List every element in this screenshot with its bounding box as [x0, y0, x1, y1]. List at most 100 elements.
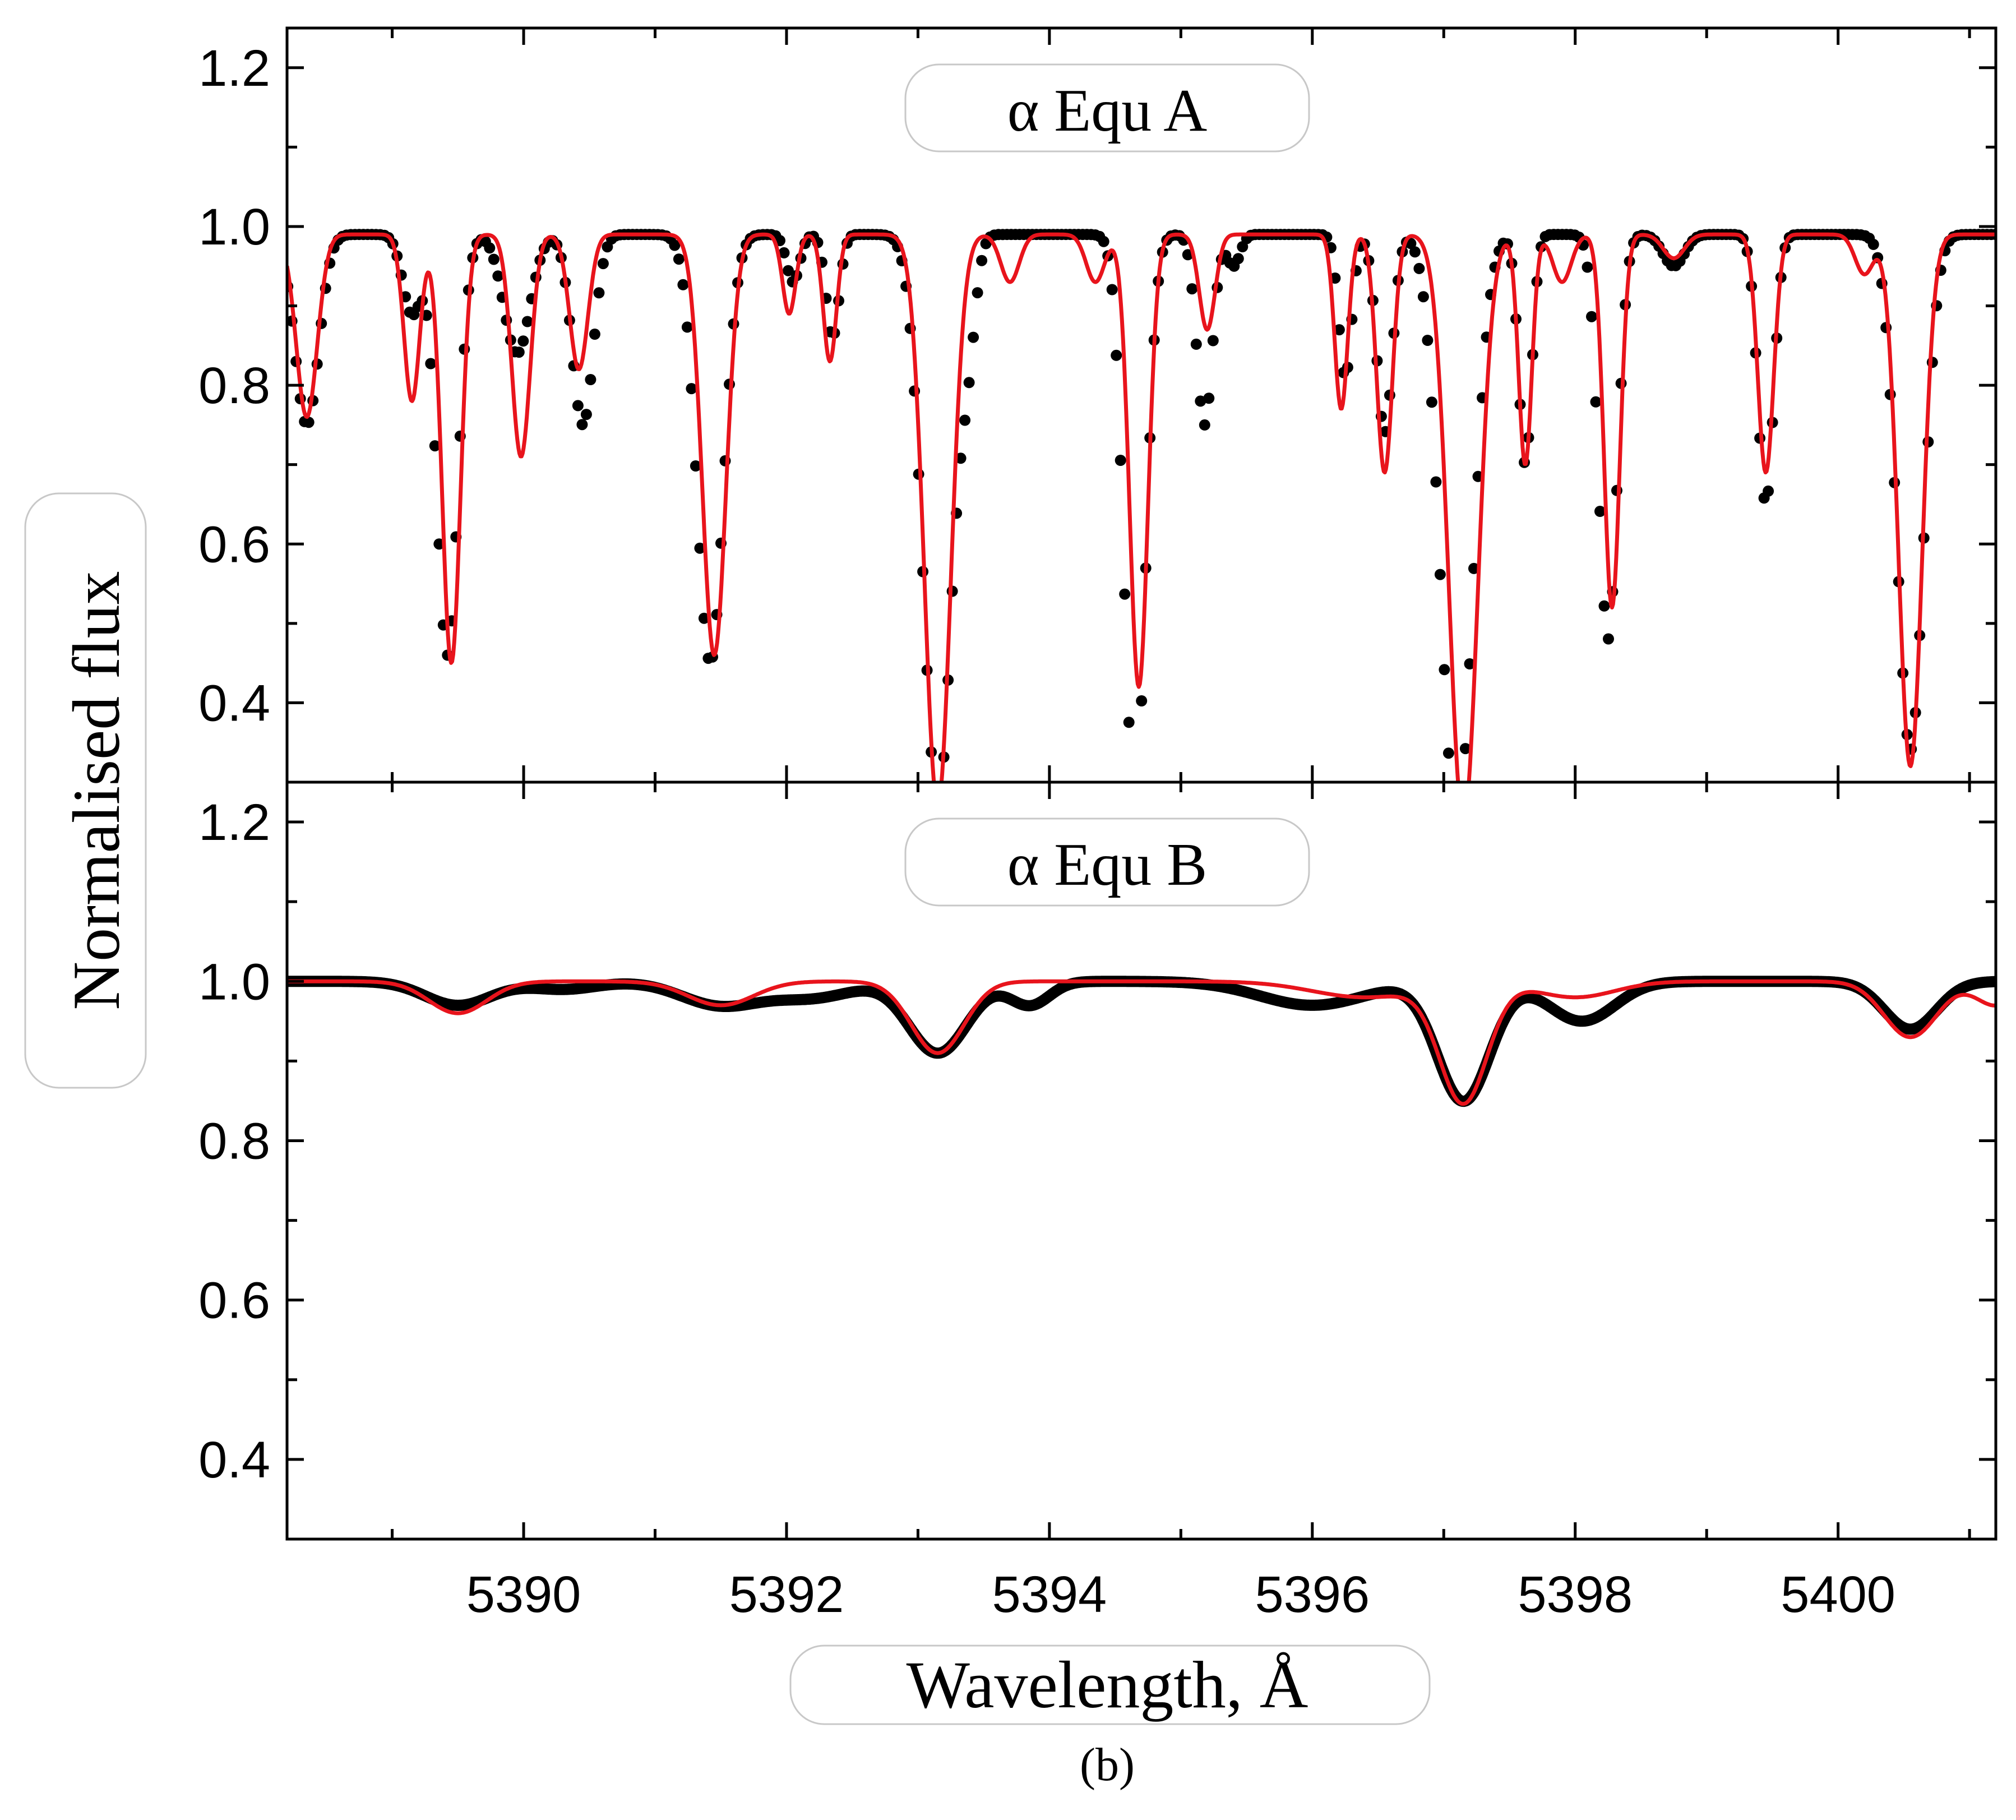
data-point: [694, 542, 706, 554]
data-point: [1598, 600, 1610, 612]
data-point: [959, 414, 971, 426]
data-point: [677, 279, 689, 290]
data-point: [1586, 311, 1597, 322]
y-tick-label: 0.6: [198, 516, 270, 573]
data-point: [517, 335, 529, 347]
data-point: [1590, 396, 1602, 408]
data-point: [513, 347, 525, 358]
data-point: [1409, 246, 1421, 258]
data-point: [1127, 793, 1139, 804]
data-point: [963, 377, 975, 389]
data-point: [1136, 695, 1148, 706]
data-point: [1115, 455, 1126, 466]
x-tick-label: 5400: [1781, 1566, 1895, 1623]
data-point: [1232, 253, 1244, 265]
x-tick-label: 5398: [1518, 1566, 1633, 1623]
data-point: [1447, 805, 1458, 816]
data-point: [976, 255, 988, 266]
data-point: [303, 417, 315, 428]
data-point: [1451, 824, 1463, 835]
data-point: [1603, 633, 1614, 645]
data-point: [589, 329, 600, 340]
y-tick-label: 1.0: [198, 953, 270, 1010]
data-point: [1468, 562, 1479, 574]
data-point: [597, 258, 609, 270]
series-synthetic: [287, 232, 1996, 782]
y-tick-label: 0.4: [198, 1431, 270, 1489]
data-point: [425, 358, 437, 369]
y-tick-label: 0.8: [198, 1112, 270, 1170]
x-tick-label: 5394: [992, 1566, 1107, 1623]
data-point: [1459, 743, 1471, 755]
data-point: [593, 287, 605, 299]
panel-alpha-equ-a: α Equ A 0.4 0.6 0.8 1.0 1.2: [198, 26, 1997, 835]
data-point: [955, 452, 967, 464]
data-point: [1430, 476, 1442, 488]
series-observed: [287, 976, 1996, 1107]
panel-title: α Equ B: [1007, 832, 1208, 898]
data-point: [1106, 284, 1118, 295]
y-tick-label: 0.8: [198, 357, 270, 414]
data-point: [1190, 338, 1202, 350]
data-point: [1426, 396, 1437, 408]
y-axis-label-halo: [24, 492, 147, 1089]
data-point: [572, 400, 584, 412]
data-point: [576, 419, 588, 431]
panel-title-halo: [904, 63, 1310, 153]
y-axis-label-group: Normalised flux: [24, 492, 147, 1089]
y-axis-label: Normalised flux: [59, 571, 133, 1010]
data-point: [521, 316, 533, 327]
series-observed: [287, 229, 1996, 835]
data-point: [1111, 349, 1122, 361]
data-point: [1455, 802, 1467, 814]
series-synthetic: [287, 979, 1996, 1106]
data-point: [1422, 335, 1434, 346]
data-point: [1186, 283, 1198, 295]
data-point: [484, 242, 496, 254]
y-tick-label: 1.2: [198, 40, 270, 97]
data-point: [429, 440, 441, 452]
data-point: [1119, 588, 1131, 600]
panel-title-halo: [904, 817, 1310, 907]
data-point: [1098, 235, 1109, 247]
data-point: [1867, 238, 1879, 250]
data-point: [585, 374, 597, 385]
data-point: [1199, 419, 1210, 431]
data-point: [930, 793, 941, 805]
data-point: [580, 409, 592, 421]
series-line-synthetic: [287, 232, 1996, 782]
data-point: [934, 795, 945, 806]
data-point: [681, 321, 693, 333]
data-point: [783, 265, 794, 276]
data-point: [1439, 664, 1450, 676]
series-line-synthetic: [287, 979, 1996, 1106]
data-point: [1123, 717, 1135, 728]
x-tick-label: 5392: [729, 1566, 844, 1623]
data-point: [1594, 506, 1606, 517]
data-point: [1442, 747, 1454, 759]
data-point: [1413, 262, 1425, 274]
x-axis-label-halo: [789, 1645, 1431, 1725]
data-point: [492, 270, 504, 282]
data-point: [778, 247, 790, 258]
y-tick-label: 1.2: [198, 794, 270, 851]
x-axis-label: Wavelength, Å: [907, 1647, 1308, 1722]
y-tick-label: 0.6: [198, 1272, 270, 1329]
data-point: [686, 383, 697, 395]
data-point: [1582, 261, 1593, 273]
data-point: [1434, 569, 1446, 580]
data-point: [1132, 784, 1143, 796]
data-point: [690, 460, 701, 472]
data-point: [1464, 658, 1476, 669]
data-point: [968, 331, 979, 343]
plot-frame: [285, 780, 1997, 1541]
data-point: [669, 239, 681, 251]
series-line-observed: [287, 976, 1996, 1107]
data-point: [1195, 395, 1206, 407]
data-point: [1207, 335, 1219, 347]
data-point: [698, 612, 710, 624]
panel-caption: (b): [1080, 1739, 1135, 1791]
x-axis-label-group: Wavelength, Å: [789, 1645, 1431, 1725]
y-tick-label: 1.0: [198, 198, 270, 256]
